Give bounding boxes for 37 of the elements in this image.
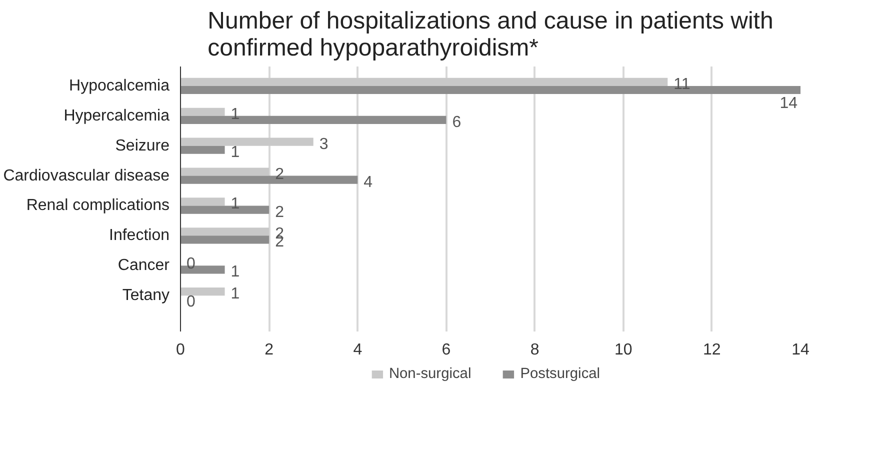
y-tick-label: Seizure xyxy=(115,137,170,154)
data-label: 3 xyxy=(319,136,328,153)
bar xyxy=(180,236,270,244)
data-label: 0 xyxy=(186,294,196,311)
y-tick-label: Cancer xyxy=(118,257,170,274)
x-tick-label: 6 xyxy=(442,342,451,358)
bar xyxy=(180,287,225,296)
x-tick-label: 10 xyxy=(614,342,632,358)
bar xyxy=(180,78,668,86)
data-label: 6 xyxy=(452,114,462,131)
x-tick-label: 4 xyxy=(353,342,362,358)
y-tick-label: Hypercalcemia xyxy=(64,107,170,124)
data-label: 4 xyxy=(364,174,373,191)
data-label: 1 xyxy=(230,264,240,281)
y-tick-label: Renal complications xyxy=(26,197,170,214)
bar xyxy=(180,138,314,146)
data-label: 1 xyxy=(230,286,240,303)
data-label: 1 xyxy=(230,144,240,161)
bar xyxy=(180,168,270,176)
x-tick-label: 8 xyxy=(530,342,540,358)
bar xyxy=(180,108,225,116)
legend-label: Postsurgical xyxy=(520,366,600,382)
bar xyxy=(180,146,225,154)
x-tick-label: 0 xyxy=(176,342,186,358)
legend-label: Non-surgical xyxy=(388,366,472,382)
data-label: 2 xyxy=(275,204,284,221)
bar xyxy=(180,198,225,206)
y-tick-label: Hypocalcemia xyxy=(69,77,170,94)
x-tick-label: 12 xyxy=(703,342,721,358)
x-tick-label: 14 xyxy=(792,342,810,358)
data-label: 14 xyxy=(780,95,798,112)
y-tick-label: Infection xyxy=(109,227,170,244)
y-tick-label: Tetany xyxy=(122,287,170,304)
y-tick-label: Cardiovascular disease xyxy=(3,167,170,184)
x-tick-label: 2 xyxy=(264,342,274,358)
bar xyxy=(180,228,270,236)
chart-title: Number of hospitalizations and cause in patients with confirmed hypoparathyroidism* xyxy=(208,8,774,62)
